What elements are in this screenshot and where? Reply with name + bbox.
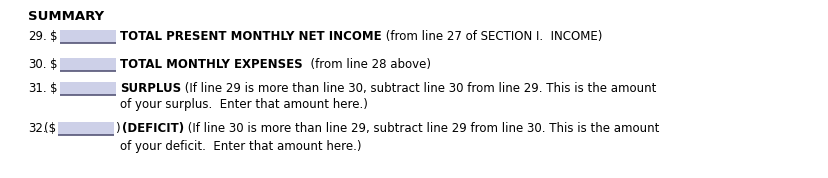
FancyBboxPatch shape [60, 82, 116, 95]
Text: SURPLUS: SURPLUS [120, 82, 181, 95]
Text: SUMMARY: SUMMARY [28, 10, 104, 23]
Text: (If line 29 is more than line 30, subtract line 30 from line 29. This is the amo: (If line 29 is more than line 30, subtra… [181, 82, 656, 95]
Text: $: $ [50, 58, 57, 71]
Text: 29.: 29. [28, 30, 46, 43]
Text: 31.: 31. [28, 82, 46, 95]
Text: of your surplus.  Enter that amount here.): of your surplus. Enter that amount here.… [120, 98, 368, 111]
Text: $: $ [50, 82, 57, 95]
Text: ): ) [115, 122, 119, 135]
FancyBboxPatch shape [58, 122, 114, 135]
Text: TOTAL MONTHLY EXPENSES: TOTAL MONTHLY EXPENSES [120, 58, 302, 71]
Text: (from line 27 of SECTION I.  INCOME): (from line 27 of SECTION I. INCOME) [381, 30, 601, 43]
Text: of your deficit.  Enter that amount here.): of your deficit. Enter that amount here.… [120, 140, 361, 153]
FancyBboxPatch shape [60, 58, 116, 71]
Text: $: $ [50, 30, 57, 43]
Text: ($: ($ [44, 122, 56, 135]
Text: (DEFICIT): (DEFICIT) [122, 122, 184, 135]
FancyBboxPatch shape [60, 30, 116, 43]
Text: (If line 30 is more than line 29, subtract line 29 from line 30. This is the amo: (If line 30 is more than line 29, subtra… [184, 122, 659, 135]
Text: 30.: 30. [28, 58, 46, 71]
Text: (from line 28 above): (from line 28 above) [302, 58, 430, 71]
Text: 32.: 32. [28, 122, 46, 135]
Text: TOTAL PRESENT MONTHLY NET INCOME: TOTAL PRESENT MONTHLY NET INCOME [120, 30, 381, 43]
